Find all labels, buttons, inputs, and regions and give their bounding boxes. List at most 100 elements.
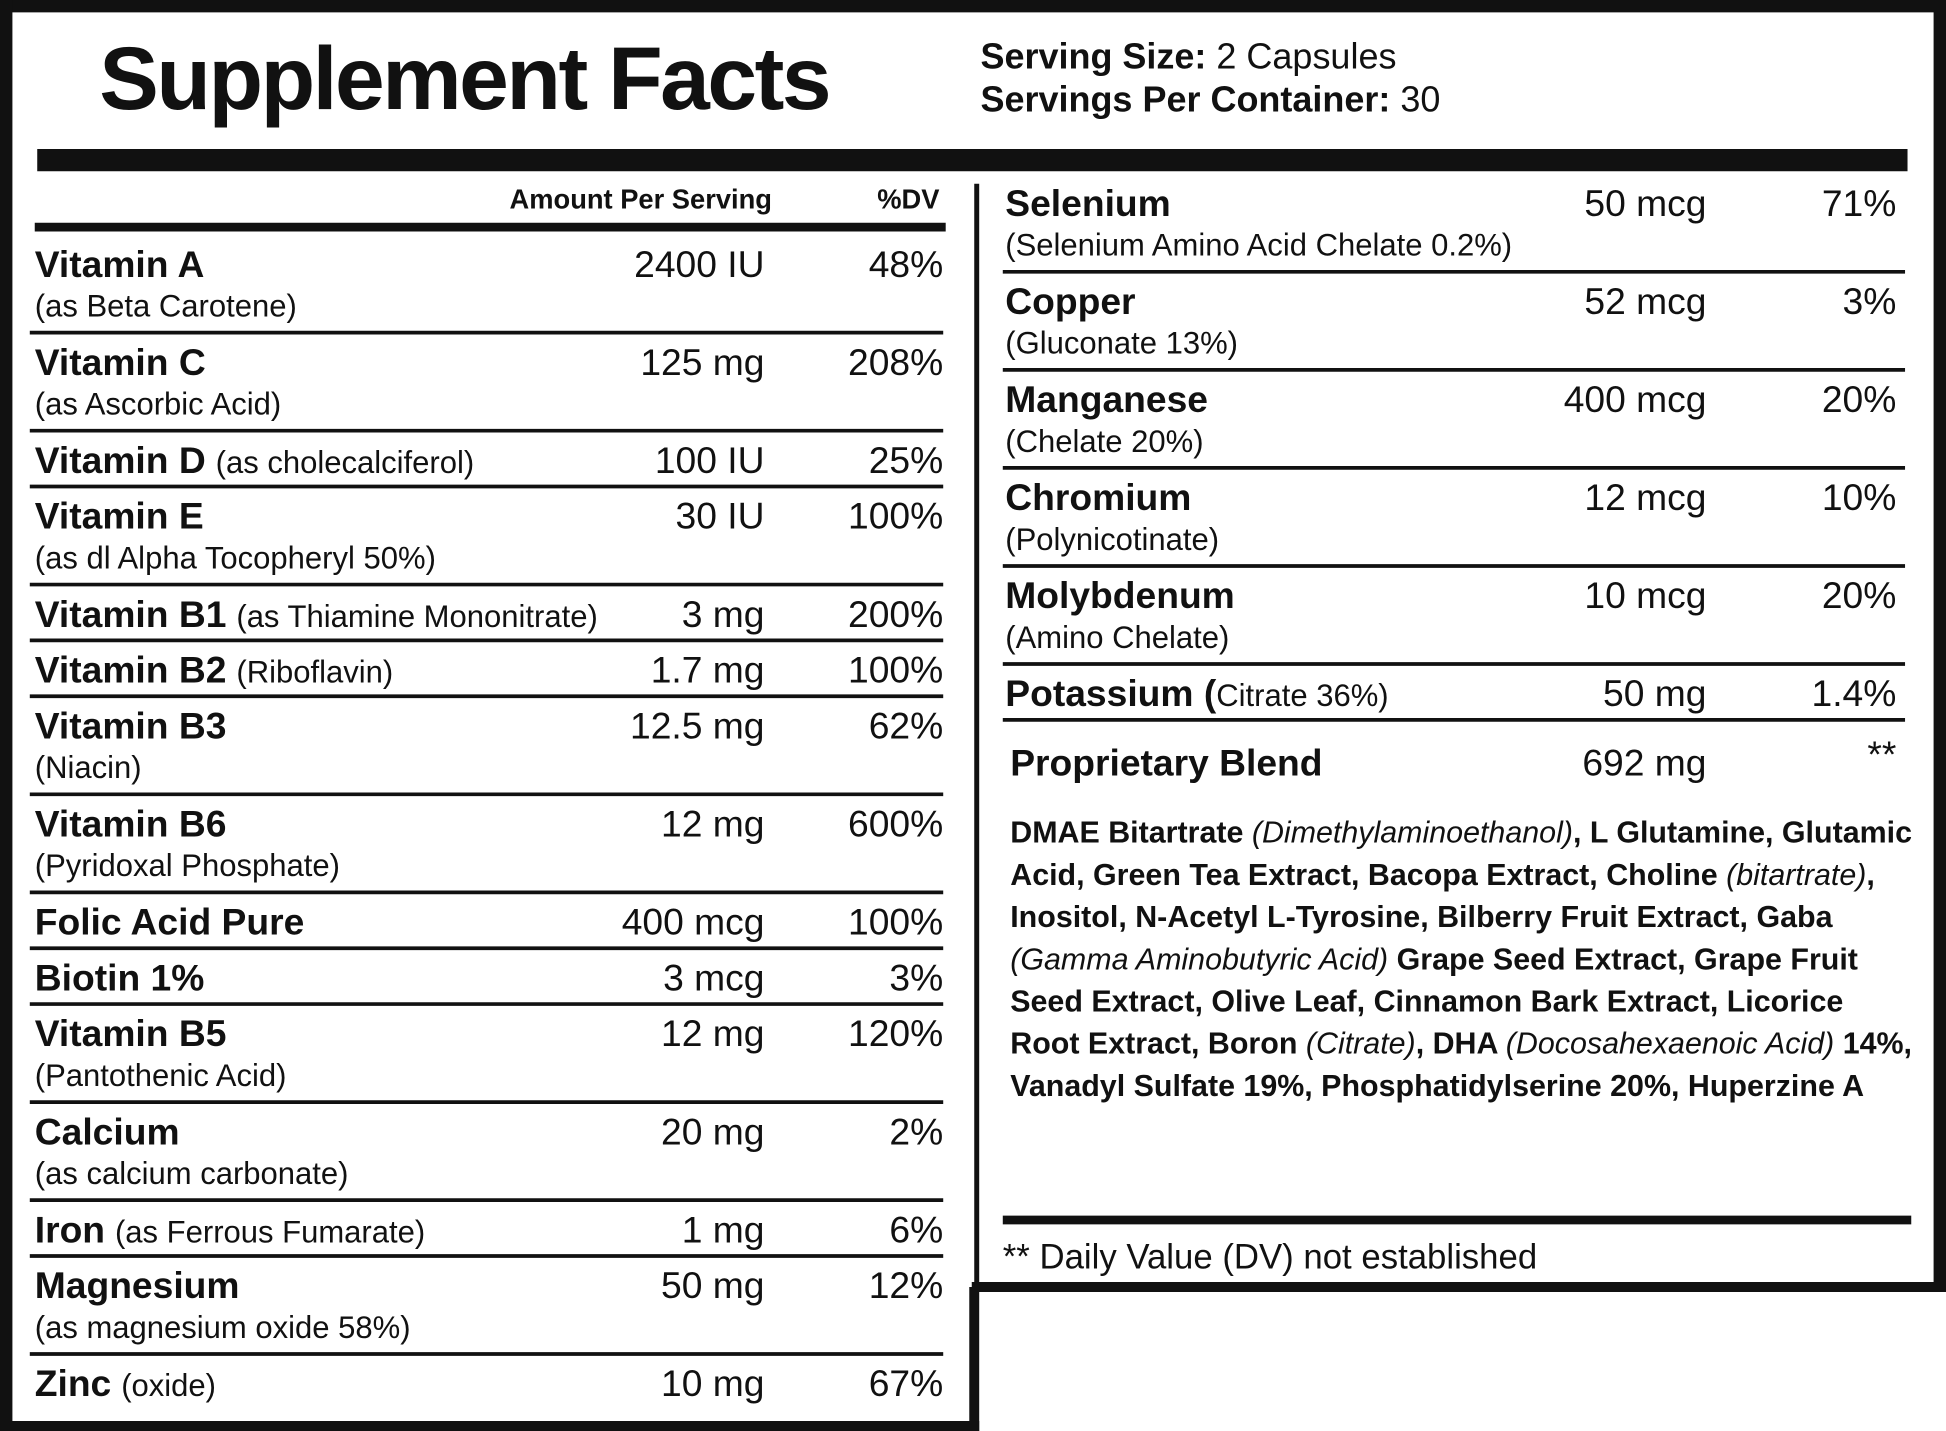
nutrient-detail: (Chelate 20%) <box>1005 424 1203 459</box>
column-header: Amount Per Serving <box>510 184 772 215</box>
nutrient: Chromium <box>1005 476 1191 518</box>
nutrient-detail: (Niacin) <box>35 750 142 785</box>
amount: 30 IU <box>676 495 765 537</box>
nutrient: Copper <box>1005 280 1135 322</box>
nutrient: Vitamin E <box>35 495 204 537</box>
nutrient-name: Selenium <box>1005 182 1170 224</box>
amount: 1 mg <box>682 1208 765 1250</box>
nutrient-detail: (Pantothenic Acid) <box>35 1058 287 1093</box>
daily-value: 100% <box>848 901 943 943</box>
amount: 50 mcg <box>1584 182 1706 224</box>
daily-value: 208% <box>848 341 943 383</box>
daily-value: 600% <box>848 803 943 845</box>
amount: 10 mcg <box>1584 574 1706 616</box>
amount: 50 mg <box>1603 672 1706 714</box>
amount: 50 mg <box>661 1264 764 1306</box>
daily-value: 67% <box>869 1362 944 1404</box>
value: 30 <box>1400 79 1440 120</box>
nutrient: Iron (as Ferrous Fumarate) <box>35 1208 425 1250</box>
amount: 400 mcg <box>1564 378 1707 420</box>
daily-value: 200% <box>848 593 943 635</box>
nutrient-name: Iron <box>35 1208 105 1250</box>
blend-box: DMAE Bitartrate (Dimethylaminoethanol), … <box>1010 813 1916 1108</box>
nutrient-name: Biotin 1% <box>35 956 205 998</box>
daily-value: 100% <box>848 495 943 537</box>
ingredient-text: (Docosahexaenoic Acid) <box>1505 1027 1835 1062</box>
nutrient-name: Vitamin B1 <box>35 593 227 635</box>
daily-value: 71% <box>1822 182 1897 224</box>
nutrient: Vitamin B1 (as Thiamine Mononitrate) <box>35 593 598 635</box>
serving-size: Serving Size: 2 Capsules <box>980 35 1396 76</box>
label: Serving Size: <box>980 35 1206 76</box>
nutrient: Biotin 1% <box>35 956 205 998</box>
nutrient-detail: (as dl Alpha Tocopheryl 50%) <box>35 540 436 575</box>
nutrient-name: Vitamin B3 <box>35 704 227 746</box>
nutrient-detail: (Polynicotinate) <box>1005 522 1219 557</box>
nutrient-detail: (as Ferrous Fumarate) <box>115 1214 425 1249</box>
ingredient-text: , DHA <box>1415 1027 1506 1062</box>
nutrient-name: Vitamin D <box>35 439 206 481</box>
footnote: ** Daily Value (DV) not established <box>1003 1238 1537 1276</box>
nutrient-name: Potassium ( <box>1005 672 1217 714</box>
nutrient-detail: (as cholecalciferol) <box>216 445 475 480</box>
amount: 3 mcg <box>663 956 764 998</box>
daily-value: 1.4% <box>1812 672 1897 714</box>
nutrient-name: Vitamin C <box>35 341 206 383</box>
nutrient: Vitamin B2 (Riboflavin) <box>35 649 393 691</box>
amount: 10 mg <box>661 1362 764 1404</box>
nutrient-name: Molybdenum <box>1005 574 1235 616</box>
amount: 20 mg <box>661 1110 764 1152</box>
amount: 1.7 mg <box>651 649 765 691</box>
ingredient-text: Grape Seed Extract, Grape Fruit Seed Ext… <box>1010 943 1858 1062</box>
nutrient-detail: (Gluconate 13%) <box>1005 326 1238 361</box>
amount: 12 mg <box>661 803 764 845</box>
nutrient-detail: (as magnesium oxide 58%) <box>35 1310 411 1345</box>
daily-value: 48% <box>869 243 944 285</box>
daily-value: 3% <box>1843 280 1897 322</box>
nutrient-detail: (Amino Chelate) <box>1005 620 1229 655</box>
blend-ingredients: DMAE Bitartrate (Dimethylaminoethanol), … <box>1010 813 1916 1108</box>
amount: 3 mg <box>682 593 765 635</box>
nutrient-name: Vitamin B5 <box>35 1012 227 1054</box>
amount: 400 mcg <box>622 901 765 943</box>
nutrient: Vitamin B5 <box>35 1012 227 1054</box>
amount: 52 mcg <box>1584 280 1706 322</box>
nutrient-detail: (as calcium carbonate) <box>35 1156 349 1191</box>
amount: 12 mg <box>661 1012 764 1054</box>
blend-name: Proprietary Blend <box>1010 742 1322 784</box>
nutrient: Vitamin C <box>35 341 206 383</box>
ingredient-text: (Gamma Aminobutyric Acid) <box>1010 943 1389 977</box>
amount: 125 mg <box>640 341 764 383</box>
nutrient: Magnesium <box>35 1264 240 1306</box>
nutrient: Selenium <box>1005 182 1170 224</box>
nutrient-detail: (Selenium Amino Acid Chelate 0.2%) <box>1005 228 1512 263</box>
amount: 100 IU <box>655 439 765 481</box>
nutrient-name: Vitamin B2 <box>35 649 227 691</box>
daily-value: 3% <box>889 956 943 998</box>
daily-value: 10% <box>1822 476 1897 518</box>
nutrient: Vitamin D (as cholecalciferol) <box>35 439 474 481</box>
nutrient: Folic Acid Pure <box>35 901 305 943</box>
nutrient-detail: (as Ascorbic Acid) <box>35 387 282 422</box>
nutrient: Molybdenum <box>1005 574 1235 616</box>
servings-per-container: Servings Per Container: 30 <box>980 79 1440 120</box>
daily-value: 6% <box>889 1208 943 1250</box>
daily-value: 25% <box>869 439 944 481</box>
nutrient-name: Vitamin A <box>35 243 205 285</box>
value: 2 Capsules <box>1216 35 1396 76</box>
nutrient-name: Manganese <box>1005 378 1208 420</box>
nutrient-name: Magnesium <box>35 1264 240 1306</box>
daily-value: 120% <box>848 1012 943 1054</box>
nutrient-name: Zinc <box>35 1362 112 1404</box>
nutrient-name: Calcium <box>35 1110 180 1152</box>
nutrient-detail: Citrate 36%) <box>1216 678 1388 713</box>
daily-value: 62% <box>869 704 944 746</box>
nutrient: Potassium (Citrate 36%) <box>1005 672 1388 714</box>
label: Servings Per Container: <box>980 79 1390 120</box>
nutrient-name: Copper <box>1005 280 1135 322</box>
nutrient-detail: (Riboflavin) <box>236 655 393 690</box>
column-header: %DV <box>877 184 940 215</box>
